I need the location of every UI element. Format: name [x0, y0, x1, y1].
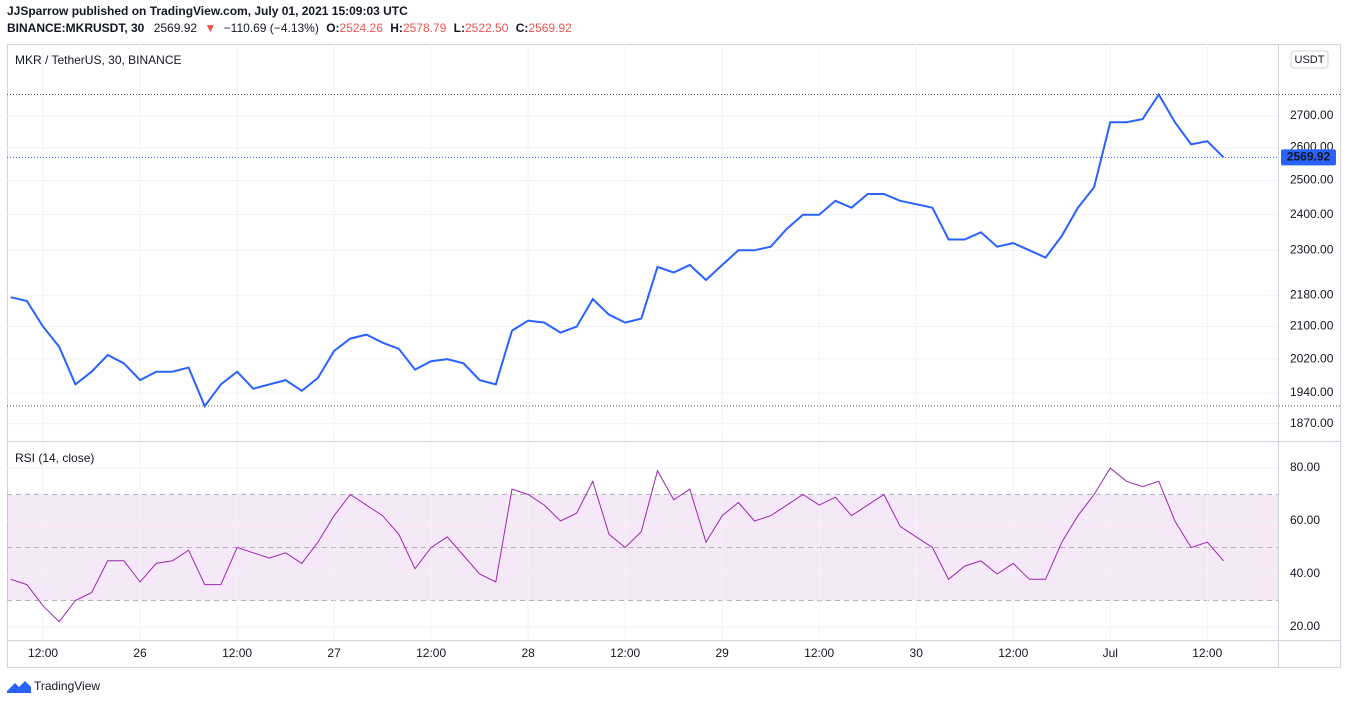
symbol-line: BINANCE:MKRUSDT, 30 2569.92 ▼ −110.69 (−…	[7, 21, 572, 35]
y-tick-label: 2700.00	[1290, 108, 1334, 122]
last-price-box	[1281, 149, 1336, 166]
series-line	[10, 467, 1224, 623]
x-tick-label: 29	[716, 646, 730, 660]
x-tick-label: 26	[133, 646, 147, 660]
y-tick-label: 40.00	[1290, 566, 1320, 580]
publisher: JJSparrow published on TradingView.com, …	[7, 4, 408, 18]
x-tick-label: 12:00	[804, 646, 834, 660]
x-tick-label: 12:00	[610, 646, 640, 660]
y-tick-label: 2400.00	[1290, 207, 1334, 221]
high-label: H:	[390, 21, 403, 35]
footer-logo: TradingView	[34, 679, 100, 693]
y-tick-label: 2180.00	[1290, 287, 1334, 301]
close: 2569.92	[528, 21, 572, 35]
open-label: O:	[326, 21, 339, 35]
unit: USDT	[1295, 54, 1325, 66]
close-label: C:	[516, 21, 529, 35]
series-line	[10, 92, 1225, 409]
low: 2522.50	[465, 21, 509, 35]
x-tick-label: 12:00	[1192, 646, 1222, 660]
rsi-pane-title: RSI (14, close)	[15, 451, 94, 465]
frame	[7, 44, 1341, 668]
y-tick-label: 1870.00	[1290, 416, 1334, 430]
price-pane-title: MKR / TetherUS, 30, BINANCE	[15, 53, 182, 67]
change: −110.69 (−4.13%)	[224, 21, 319, 35]
x-tick-label: 12:00	[998, 646, 1028, 660]
last-price-label: 2569.92	[1287, 149, 1331, 163]
y-tick-label: 2500.00	[1290, 173, 1334, 187]
unit-badge	[1290, 50, 1329, 69]
y-tick-label: 60.00	[1290, 513, 1320, 527]
y-tick-label: 80.00	[1290, 460, 1320, 474]
x-tick-label: 27	[327, 646, 341, 660]
symbol: BINANCE:MKRUSDT, 30	[7, 21, 145, 35]
y-tick-label: 2020.00	[1290, 351, 1334, 365]
y-tick-label: 1940.00	[1290, 385, 1334, 399]
x-tick-label: 12:00	[222, 646, 252, 660]
x-tick-label: 28	[521, 646, 535, 660]
logo	[7, 681, 31, 693]
high: 2578.79	[403, 21, 447, 35]
y-tick-label: 2300.00	[1290, 242, 1334, 256]
open: 2524.26	[340, 21, 384, 35]
x-tick-label: 12:00	[416, 646, 446, 660]
change-arrow: ▼	[204, 21, 216, 35]
last-price: 2569.92	[154, 21, 198, 35]
low-label: L:	[454, 21, 465, 35]
y-tick-label: 20.00	[1290, 619, 1320, 633]
x-tick-label: 12:00	[28, 646, 58, 660]
x-tick-label: Jul	[1103, 646, 1118, 660]
logo-icon	[7, 681, 31, 693]
y-tick-label: 2100.00	[1290, 319, 1334, 333]
x-tick-label: 30	[910, 646, 924, 660]
